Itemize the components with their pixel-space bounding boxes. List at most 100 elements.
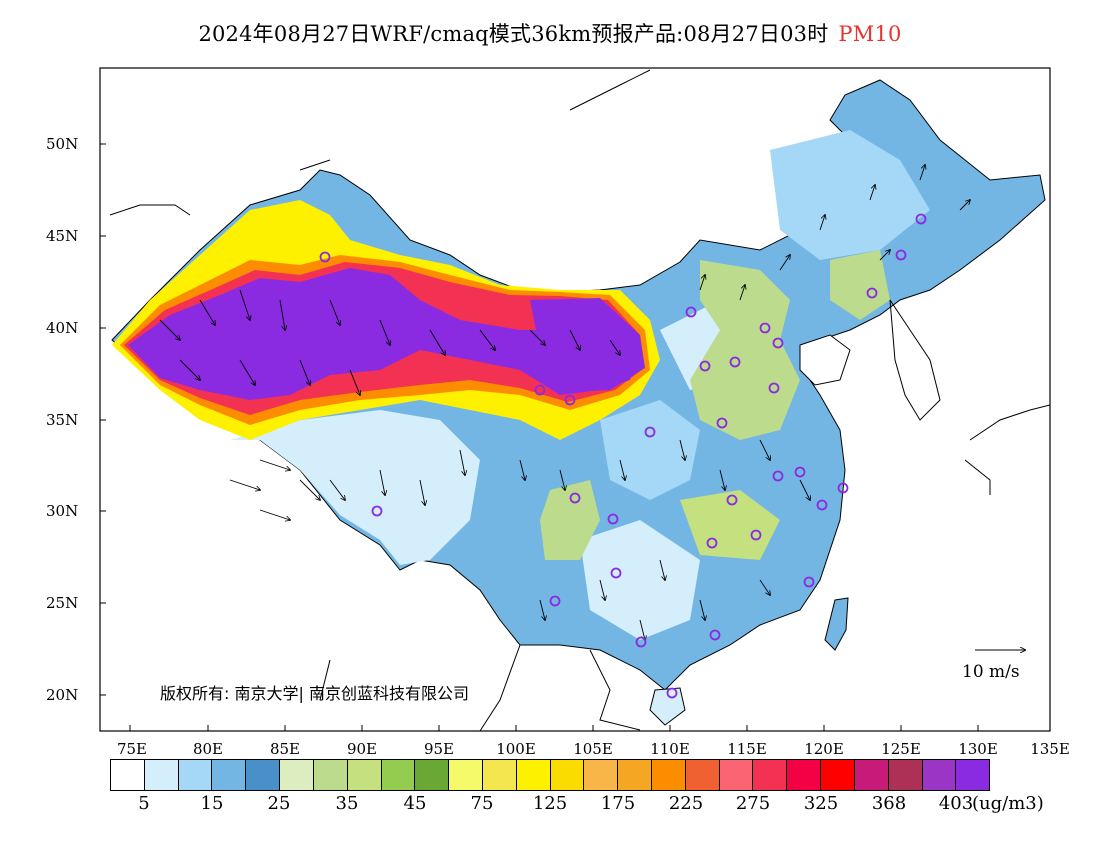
- legend-label: 175: [600, 793, 636, 814]
- lon-label: 125E: [881, 740, 921, 758]
- hunan-region: [680, 490, 780, 560]
- map-title: 2024年08月27日WRF/cmaq模式36km预报产品:08月27日03时 P…: [0, 18, 1100, 48]
- legend-label: 15: [200, 793, 224, 814]
- legend-swatch: [584, 760, 619, 790]
- city-marker: [549, 595, 561, 607]
- legend-label: 45: [403, 793, 427, 814]
- legend-label: 125: [532, 793, 568, 814]
- city-marker: [602, 349, 614, 361]
- lon-label: 100E: [496, 740, 536, 758]
- legend-label: 275: [735, 793, 771, 814]
- lat-label: 30N: [46, 502, 79, 520]
- city-marker: [772, 470, 784, 482]
- lat-label: 25N: [46, 594, 79, 612]
- legend-swatch: [144, 760, 179, 790]
- city-marker: [768, 382, 780, 394]
- city-marker: [729, 356, 741, 368]
- city-marker: [866, 287, 878, 299]
- lon-label: 75E: [116, 740, 148, 758]
- city-marker: [794, 466, 806, 478]
- japan-outline: [964, 404, 1050, 495]
- city-marker: [644, 426, 656, 438]
- axis-ticks: [100, 143, 979, 731]
- legend-swatch: [516, 760, 551, 790]
- legend-label: 403: [938, 793, 974, 814]
- bohai-coast: [799, 334, 851, 386]
- legend-swatch: [415, 760, 450, 790]
- legend-swatch: [381, 760, 416, 790]
- legend-label: 25: [267, 793, 291, 814]
- lon-label: 120E: [804, 740, 844, 758]
- legend-swatch: [821, 760, 855, 790]
- city-marker: [772, 337, 784, 349]
- color-legend-bar: [110, 759, 990, 791]
- legend-swatch: [313, 760, 348, 790]
- wind-reference-label: 10 m/s: [962, 662, 1020, 682]
- city-marker: [666, 687, 678, 699]
- lat-label: 40N: [46, 319, 79, 337]
- legend-swatch: [854, 760, 889, 790]
- lat-label: 20N: [46, 686, 79, 704]
- city-marker: [569, 492, 581, 504]
- legend-swatch: [280, 760, 314, 790]
- city-marker: [706, 537, 718, 549]
- legend-swatch: [618, 760, 652, 790]
- city-marker: [564, 394, 576, 406]
- city-marker: [726, 494, 738, 506]
- lon-label: 80E: [192, 740, 224, 758]
- north-china-plain-region: [690, 260, 800, 440]
- city-marker: [685, 306, 697, 318]
- taiwan-region: [824, 597, 849, 651]
- city-marker: [895, 249, 907, 261]
- legend-swatch: [888, 760, 923, 790]
- legend-label: 35: [335, 793, 359, 814]
- city-marker: [607, 513, 619, 525]
- copyright-text: 版权所有: 南京大学| 南京创蓝科技有限公司: [160, 684, 469, 703]
- legend-label: 325: [803, 793, 839, 814]
- taklimakan-purple-region: [128, 268, 640, 400]
- legend-swatch: [719, 760, 754, 790]
- city-markers: [319, 213, 927, 699]
- legend-label: 225: [668, 793, 704, 814]
- map-frame: [99, 67, 1051, 732]
- sichuan-basin-region: [540, 480, 600, 560]
- city-marker: [759, 322, 771, 334]
- lon-label: 90E: [346, 740, 378, 758]
- kazakh-border: [109, 69, 651, 216]
- wind-vectors: [159, 165, 970, 640]
- city-marker: [716, 417, 728, 429]
- legend-label: 5: [138, 793, 150, 814]
- legend-swatch: [922, 760, 957, 790]
- lon-label: 95E: [423, 740, 455, 758]
- hainan-region: [649, 687, 686, 726]
- legend-swatch: [347, 760, 382, 790]
- title-variable: PM10: [838, 22, 902, 46]
- legend-swatch: [753, 760, 788, 790]
- legend-label: 75: [470, 793, 494, 814]
- south-light-region: [580, 520, 700, 640]
- lat-label: 45N: [46, 227, 79, 245]
- legend-swatch: [111, 760, 145, 790]
- legend-swatch: [652, 760, 686, 790]
- lon-label: 135E: [1030, 740, 1070, 758]
- korea-outline: [889, 299, 941, 421]
- legend-swatch: [685, 760, 720, 790]
- northeast-green-region: [830, 250, 890, 320]
- legend-swatch: [482, 760, 517, 790]
- lon-label: 130E: [958, 740, 998, 758]
- lon-label: 115E: [727, 740, 767, 758]
- legend-swatch: [550, 760, 585, 790]
- city-marker: [635, 636, 647, 648]
- lat-label: 35N: [46, 411, 79, 429]
- city-marker: [371, 505, 383, 517]
- legend-swatch: [449, 760, 483, 790]
- legend-label: 368: [871, 793, 907, 814]
- legend-swatch: [246, 760, 281, 790]
- city-marker: [709, 629, 721, 641]
- lon-label: 105E: [573, 740, 613, 758]
- city-marker: [699, 360, 711, 372]
- lat-label: 50N: [46, 135, 79, 153]
- city-marker: [610, 567, 622, 579]
- city-marker: [837, 482, 849, 494]
- city-marker: [319, 251, 331, 263]
